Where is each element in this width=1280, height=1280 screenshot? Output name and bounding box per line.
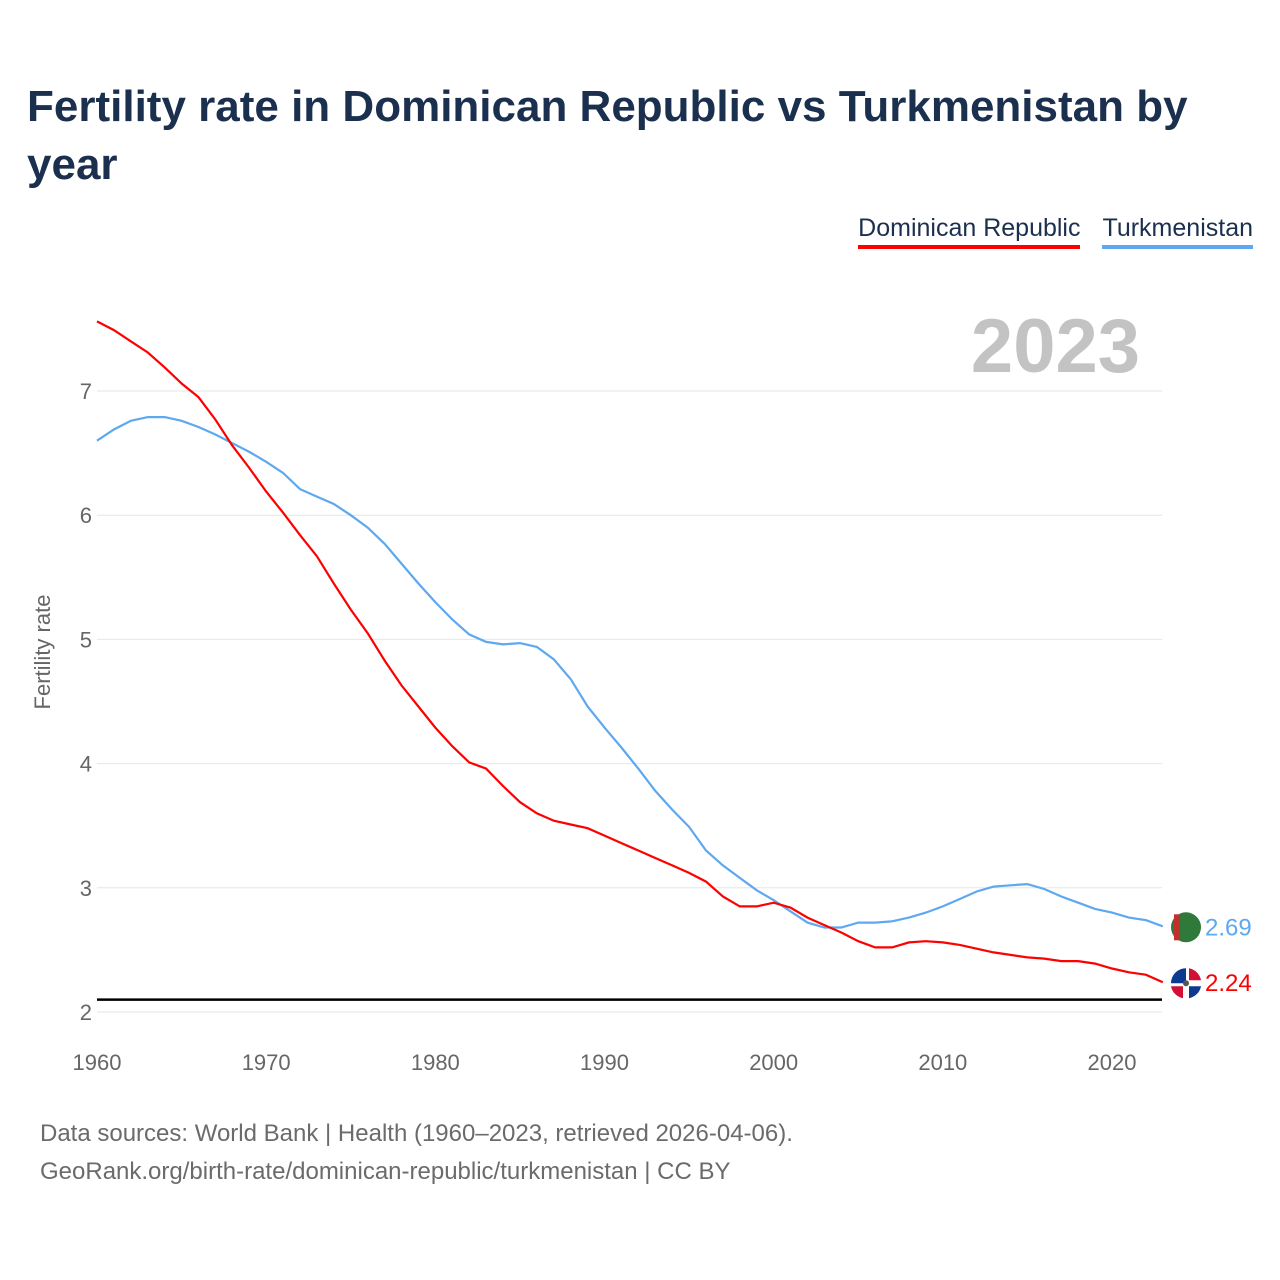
y-tick-label: 7	[80, 379, 92, 404]
flag-stripe	[1174, 914, 1180, 941]
footer-link[interactable]: GeoRank.org/birth-rate/dominican-republi…	[40, 1158, 731, 1185]
x-tick-label: 2010	[918, 1050, 967, 1075]
y-tick-label: 4	[80, 752, 92, 777]
x-tick-label: 1980	[411, 1050, 460, 1075]
y-tick-label: 3	[80, 876, 92, 901]
x-tick-label: 1970	[242, 1050, 291, 1075]
footer-sources: Data sources: World Bank | Health (1960–…	[40, 1120, 793, 1147]
x-tick-label: 1990	[580, 1050, 629, 1075]
x-tick-label: 2000	[749, 1050, 798, 1075]
y-tick-label: 6	[80, 503, 92, 528]
flag-red	[1171, 968, 1201, 999]
x-tick-label: 2020	[1088, 1050, 1137, 1075]
year-watermark: 2023	[971, 304, 1140, 389]
y-axis-label: Fertility rate	[30, 595, 55, 710]
legend-item-turkmenistan[interactable]: Turkmenistan	[1102, 214, 1253, 249]
legend-item-dominican-republic[interactable]: Dominican Republic	[858, 214, 1081, 249]
series-line-turkmenistan	[96, 416, 1164, 929]
flag-emblem	[1183, 980, 1189, 987]
y-tick-label: 2	[80, 1000, 92, 1025]
turkmenistan-flag	[1171, 912, 1201, 943]
x-tick-label: 1960	[73, 1050, 122, 1075]
dominican-republic-flag	[1171, 968, 1201, 999]
legend: Dominican Republic Turkmenistan	[858, 214, 1253, 249]
y-tick-label: 5	[80, 627, 92, 652]
chart-title: Fertility rate in Dominican Republic vs …	[27, 82, 1188, 189]
end-value-label: 2.24	[1205, 970, 1252, 997]
series-line-dominican-republic	[96, 320, 1164, 984]
end-value-label: 2.69	[1205, 914, 1252, 941]
